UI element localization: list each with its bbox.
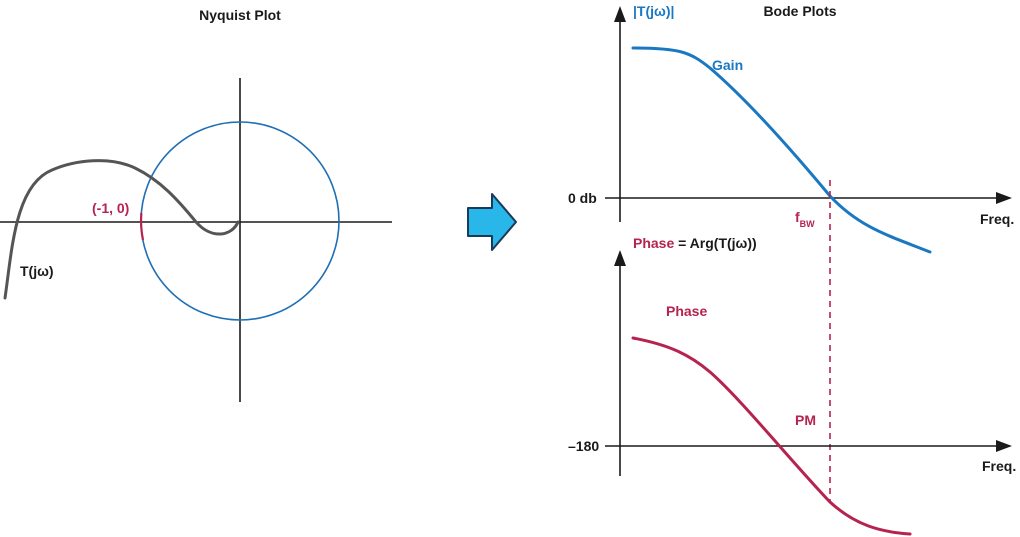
nyquist-title: Nyquist Plot	[199, 7, 281, 23]
nyquist-curve-label: T(jω)	[20, 263, 54, 279]
nyquist-plot: Nyquist Plot (-1, 0) T(jω)	[0, 7, 392, 402]
phase-axis-label-rest: = Arg(T(jω))	[674, 235, 756, 251]
phase-label: Phase	[666, 303, 707, 319]
gain-axis-label: |T(jω)|	[633, 3, 674, 19]
gain-label: Gain	[712, 57, 743, 73]
minus180-label: –180	[568, 438, 599, 454]
freq-label-bottom: Freq.	[982, 458, 1016, 474]
gain-x-axis-arrowhead	[996, 192, 1012, 204]
critical-point-arc	[139, 212, 145, 241]
bandwidth-label-main: f	[795, 209, 800, 225]
bode-plots: Bode Plots |T(jω)| 0 db Freq. Gain fBW P…	[568, 3, 1016, 536]
phase-margin-label: PM	[795, 412, 816, 428]
freq-label-top: Freq.	[980, 211, 1014, 227]
phase-curve	[631, 336, 912, 536]
bode-title: Bode Plots	[763, 3, 836, 19]
phase-y-axis-arrowhead	[614, 250, 626, 266]
nyquist-curve	[3, 159, 240, 300]
transform-arrow-icon	[467, 193, 517, 251]
phase-axis-label: Phase = Arg(T(jω))	[633, 235, 757, 251]
phase-x-axis-arrowhead	[996, 440, 1012, 452]
phase-axis-label-colored: Phase	[633, 235, 674, 251]
bandwidth-label: fBW	[795, 209, 815, 229]
gain-y-axis-arrowhead	[614, 6, 626, 22]
bandwidth-label-sub: BW	[800, 219, 815, 229]
gain-curve	[631, 46, 932, 254]
zero-db-label: 0 db	[568, 190, 597, 206]
critical-point-label: (-1, 0)	[92, 200, 129, 216]
